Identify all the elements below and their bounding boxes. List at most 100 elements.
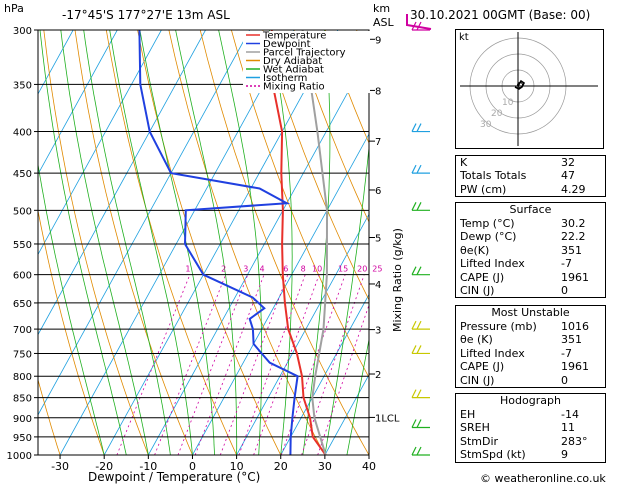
plot-frame — [37, 29, 370, 456]
temperature-tick-labels: -30 -20 -10 0 10 20 30 40 — [51, 455, 376, 473]
surface-index-label: CIN (J) — [460, 284, 495, 298]
hodograph-ring-label-10: 10 — [502, 98, 514, 108]
mixing-ratio-line — [317, 303, 369, 455]
mixing-ratio-tick-label: 8 — [301, 265, 306, 274]
pressure-tick-label: 600 — [13, 271, 32, 282]
wind-barb-flag — [416, 389, 422, 398]
surface-index-value: 1961 — [561, 270, 589, 284]
isotherm-line — [324, 373, 369, 455]
pressure-tick-label: 350 — [13, 80, 32, 91]
km-axis-label: km — [373, 2, 391, 15]
legend-label: Parcel Trajectory — [263, 48, 346, 59]
pressure-tick-label: 700 — [13, 325, 32, 336]
most-unstable-index-value: 1961 — [561, 360, 589, 374]
basic-index-row: Totals Totals 47 — [456, 169, 605, 182]
legend-label: Mixing Ratio — [263, 82, 325, 93]
altitude-tick-label: 6 — [375, 186, 381, 197]
isotherm-line — [236, 213, 369, 455]
mixing-ratio-line — [253, 274, 320, 455]
pressure-tick-label: 1000 — [7, 451, 32, 462]
surface-index-label: θe(K) — [460, 243, 490, 257]
wet-adiabat-line — [346, 337, 369, 455]
basic-indices: K 32 Totals Totals 47 PW (cm) 4.29 — [456, 156, 605, 196]
temperature-tick-label: 20 — [274, 460, 288, 473]
mixing-ratio-line — [219, 274, 289, 455]
wet-adiabat-line — [368, 453, 369, 455]
wind-barb-flag — [416, 419, 422, 428]
hodograph-index-value: -14 — [561, 408, 579, 421]
hodograph-index-row: EH -14 — [456, 408, 605, 421]
pressure-tick-label: 400 — [13, 128, 32, 139]
dewpoint-line — [138, 30, 299, 455]
wind-barb-flag — [411, 202, 417, 211]
wind-barb-flag — [411, 389, 417, 398]
most-unstable-index-label: CAPE (J) — [460, 360, 505, 374]
legend-label: Dewpoint — [263, 39, 311, 50]
most-unstable-title: Most Unstable — [491, 306, 570, 319]
wet-adiabat-line — [38, 162, 105, 455]
isotherm-grid — [38, 30, 369, 455]
storm-motion-marker — [517, 82, 523, 88]
isotherm-line — [192, 133, 369, 455]
surface-title: Surface — [509, 203, 552, 216]
surface-index-value: 351 — [561, 243, 582, 257]
mixing-ratio-tick-label: 15 — [338, 265, 348, 274]
surface-index-row: Lifted Index -7 — [456, 257, 605, 270]
hodograph-index-row: SREH 11 — [456, 421, 605, 434]
wind-barb-flag — [411, 345, 417, 354]
hodograph-index-value: 283° — [561, 434, 588, 448]
isotherm-line — [38, 30, 251, 416]
surface-index-value: -7 — [561, 257, 572, 271]
most-unstable-indices: Pressure (mb) 1016 θe (K) 351 Lifted Index -7… — [456, 320, 605, 387]
wind-barb-flag — [411, 164, 417, 174]
basic-index-value: 47 — [561, 169, 575, 183]
wet-adiabat-line — [218, 30, 263, 455]
hodograph-index-value: 11 — [561, 421, 575, 435]
surface-index-value: 30.2 — [561, 217, 586, 230]
pressure-tick-label: 550 — [13, 240, 32, 251]
most-unstable-index-value: 1016 — [561, 320, 589, 333]
temperature-tick-label: -20 — [95, 460, 113, 473]
hpa-axis-label: hPa — [4, 2, 24, 15]
temperature-tick-label: -10 — [139, 460, 157, 473]
pressure-tick-label: 750 — [13, 349, 32, 360]
pressure-tick-label: 450 — [13, 169, 32, 180]
datetime-title: 30.10.2021 00GMT (Base: 00) — [410, 8, 591, 22]
most-unstable-index-row: CIN (J) 0 — [456, 374, 605, 387]
hodograph-index-label: EH — [460, 408, 476, 421]
surface-index-label: Dewp (°C) — [460, 230, 517, 244]
altitude-tick-label: 8 — [375, 86, 381, 97]
altitude-tick-label: 4 — [375, 280, 381, 291]
isotherm-line — [147, 52, 369, 455]
dry-adiabat-line — [607, 30, 629, 455]
surface-index-row: θe(K) 351 — [456, 244, 605, 257]
pressure-tick-label: 850 — [13, 394, 32, 405]
most-unstable-index-label: Pressure (mb) — [460, 320, 537, 333]
wind-barb-flag — [416, 202, 422, 211]
isotherm-line — [59, 30, 295, 455]
wet-adiabat-line — [60, 30, 149, 455]
most-unstable-index-label: θe (K) — [460, 333, 493, 347]
pressure-tick-label: 900 — [13, 414, 32, 425]
pressure-tick-label: 500 — [13, 206, 32, 217]
most-unstable-index-value: 0 — [561, 373, 568, 387]
legend-label: Isotherm — [263, 73, 307, 84]
pressure-tick-label: 950 — [13, 433, 32, 444]
isobar-grid — [38, 29, 369, 456]
mixing-ratio-tick-label: 2 — [221, 265, 226, 274]
hodograph-index-row: StmDir 283° — [456, 435, 605, 448]
pressure-tick-label: 300 — [13, 26, 32, 37]
isotherm-line — [103, 30, 339, 455]
mixing-ratio-tick-label: 25 — [372, 265, 382, 274]
indices-panel: K 32 Totals Totals 47 PW (cm) 4.29 — [455, 155, 606, 198]
basic-index-label: Totals Totals — [460, 169, 527, 183]
temperature-line — [270, 30, 327, 455]
surface-index-value: 0 — [561, 284, 568, 298]
surface-index-row: Dewp (°C) 22.2 — [456, 230, 605, 243]
temperature-tick-label: 0 — [189, 460, 196, 473]
most-unstable-index-row: θe (K) 351 — [456, 333, 605, 346]
most-unstable-index-value: 351 — [561, 333, 582, 347]
hodograph-index-label: StmDir — [460, 434, 499, 448]
altitude-tick-label: 2 — [375, 370, 381, 381]
